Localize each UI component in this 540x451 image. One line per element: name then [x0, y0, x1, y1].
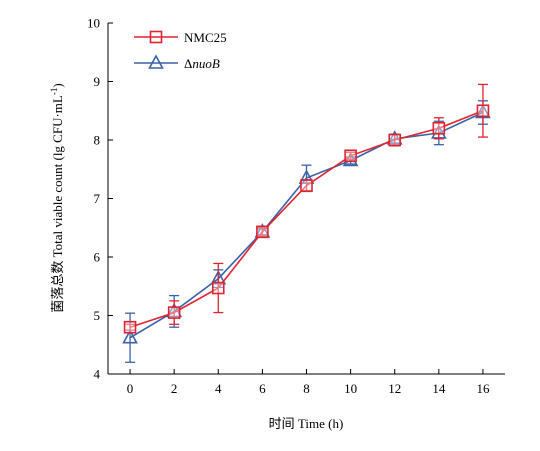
data-point-square: [211, 281, 225, 295]
y-axis-title: 菌落总数 Total viable count (lg CFU·mL-1): [49, 83, 65, 312]
x-tick-label: 0: [127, 381, 134, 396]
data-point-square: [300, 179, 313, 192]
plot-frame: [107, 23, 505, 375]
series-nmc25: [123, 83, 490, 334]
series-nuob: [122, 100, 491, 363]
y-tick-label: 6: [94, 250, 101, 265]
y-axis-title-main: 菌落总数 Total viable count (lg CFU·mL: [50, 95, 65, 313]
x-tick-label: 8: [303, 381, 310, 396]
y-tick-label: 7: [94, 191, 101, 206]
legend-label-nuob-delta: Δ: [184, 56, 192, 71]
legend: NMC25 ΔnuoB: [134, 30, 227, 71]
x-tick-label: 6: [259, 381, 266, 396]
x-tick-label: 4: [215, 381, 222, 396]
y-tick-label: 4: [94, 367, 101, 382]
legend-item-nuob: ΔnuoB: [134, 54, 220, 71]
legend-marker-triangle: [148, 54, 164, 69]
data-point-square: [476, 104, 490, 118]
x-tick-label: 14: [432, 381, 446, 396]
y-tick-label: 8: [94, 133, 101, 148]
legend-label-nuob-italic: nuoB: [192, 56, 220, 71]
series-layer: [122, 83, 491, 363]
data-point-square: [432, 122, 446, 135]
data-point-square: [344, 149, 357, 163]
data-point-square: [123, 320, 137, 334]
data-point-square: [167, 306, 181, 319]
y-tick-label: 5: [94, 308, 101, 323]
legend-item-nmc25: NMC25: [134, 30, 227, 45]
legend-label-nuob: ΔnuoB: [184, 56, 220, 71]
y-tick-label: 10: [87, 16, 100, 31]
y-axis-title-sup: -1: [49, 88, 59, 96]
y-axis-title-close: ): [50, 83, 65, 87]
x-tick-label: 2: [171, 381, 178, 396]
y-tick-label: 9: [94, 74, 101, 89]
data-point-square: [256, 225, 269, 239]
series-line: [129, 110, 484, 328]
legend-marker-square: [149, 30, 163, 44]
x-tick-label: 16: [476, 381, 490, 396]
data-point-triangle: [122, 329, 138, 344]
data-point-square: [388, 133, 402, 147]
series-line: [129, 111, 484, 339]
x-axis-title: 时间 Time (h): [269, 416, 344, 431]
x-tick-label: 10: [344, 381, 357, 396]
legend-label-nmc25: NMC25: [184, 30, 227, 45]
x-ticks: 0 2 4 6 8 10 12 14 16: [127, 369, 490, 396]
y-ticks: 4 5 6 7 8 9 10: [87, 16, 113, 382]
x-tick-label: 12: [388, 381, 401, 396]
